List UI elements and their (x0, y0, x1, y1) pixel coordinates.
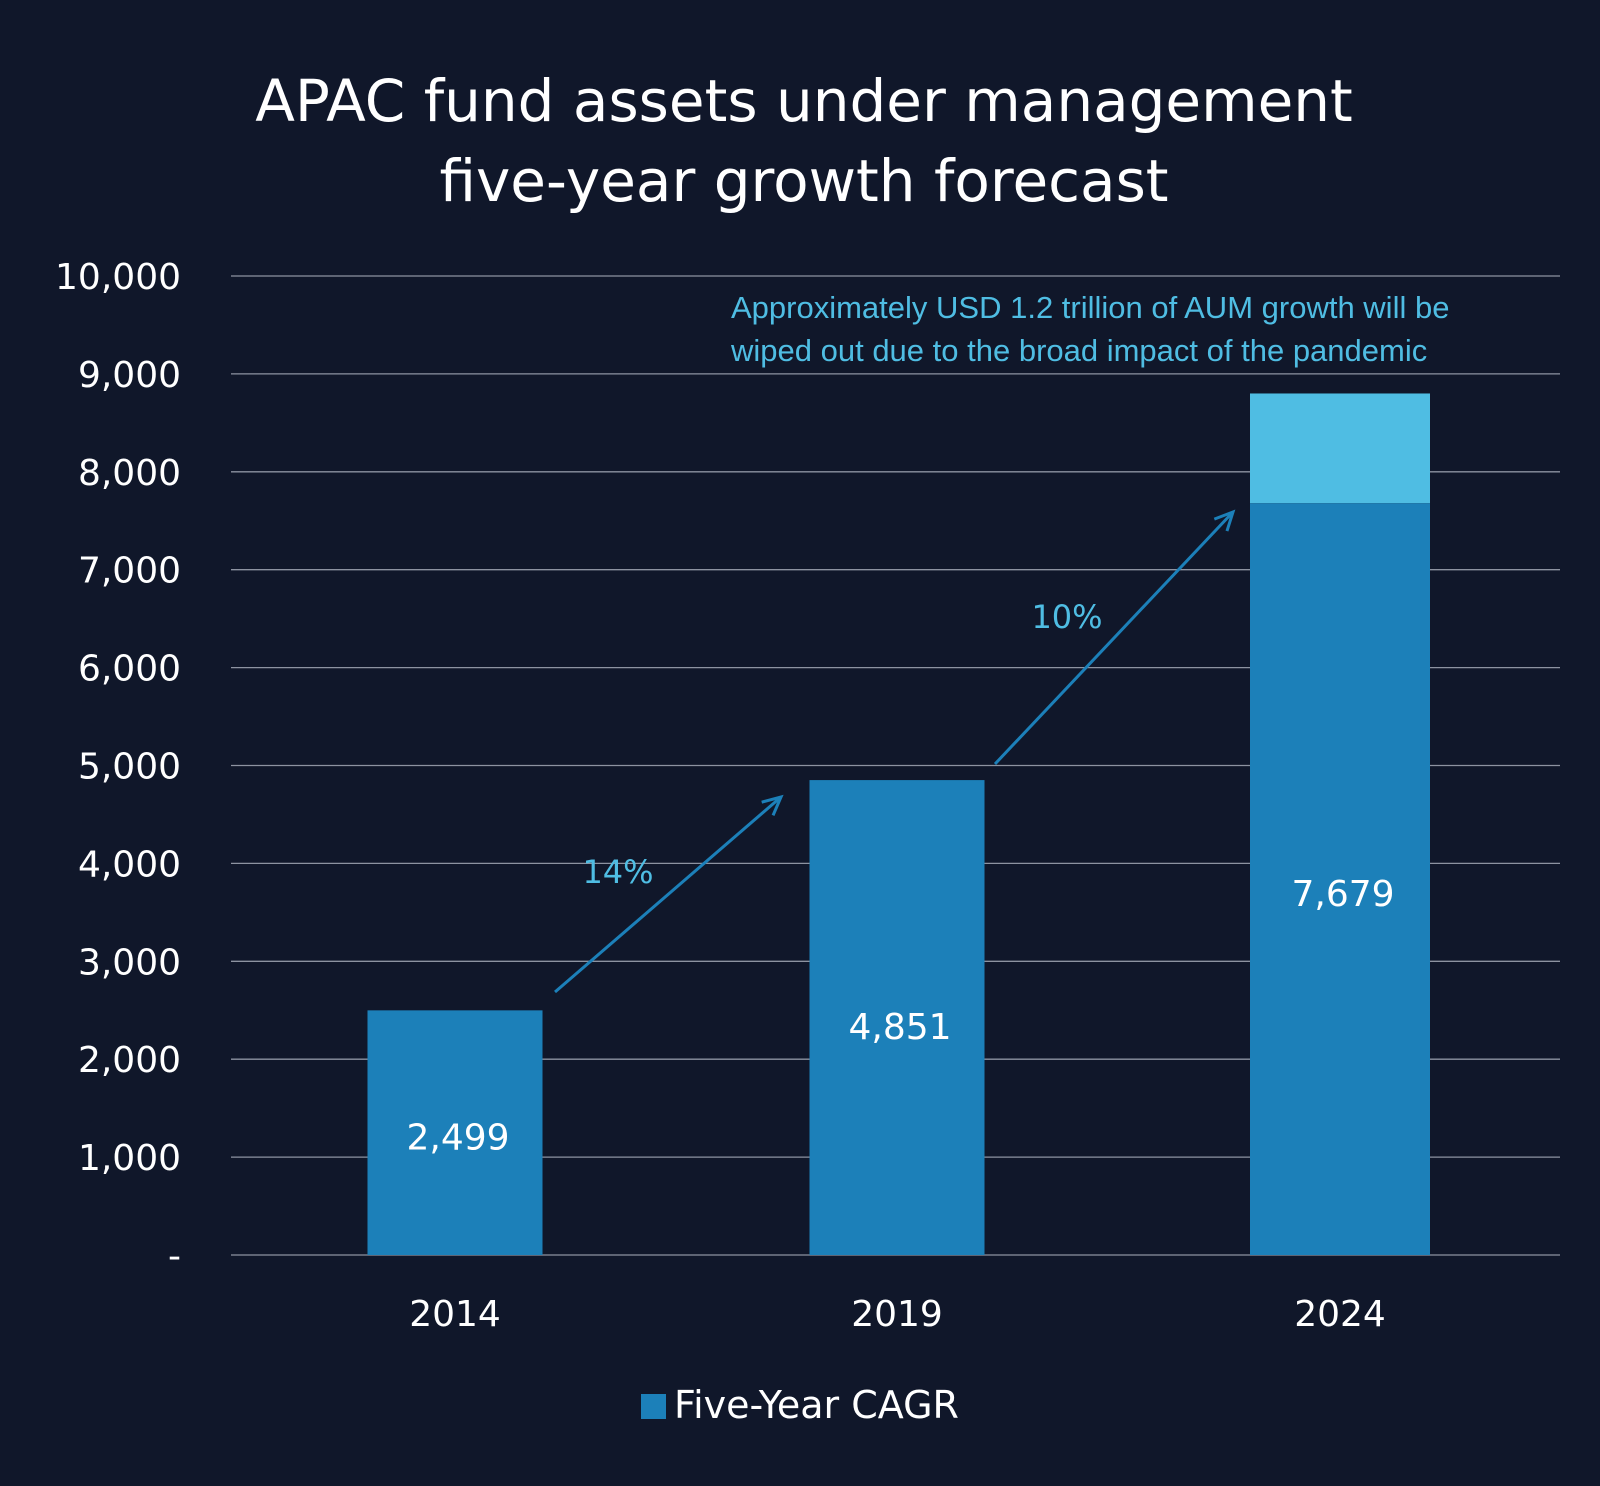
bar (809, 780, 985, 1255)
legend-label: Five-Year CAGR (674, 1383, 959, 1427)
chart-title-line-1: APAC fund assets under management (255, 67, 1353, 135)
bar-value-label: 4,851 (848, 1007, 951, 1048)
bars: 2,499 4,851 7,679 (367, 393, 1430, 1255)
x-tick-label: 2019 (851, 1294, 943, 1335)
y-tick-label: 3,000 (78, 942, 181, 983)
x-tick-label: 2014 (409, 1294, 501, 1335)
pandemic-annotation: Approximately USD 1.2 trillion of AUM gr… (730, 290, 1449, 368)
x-axis-ticks: 2014 2019 2024 (409, 1294, 1386, 1335)
bar-value-label: 2,499 (406, 1118, 509, 1159)
bar (1250, 503, 1430, 1255)
growth-arrow-line (554, 795, 782, 994)
y-tick-label: 7,000 (78, 551, 181, 592)
y-tick-label: 5,000 (78, 747, 181, 788)
y-tick-label: 9,000 (78, 355, 181, 396)
bar (367, 1010, 543, 1255)
legend: Five-Year CAGR (641, 1383, 959, 1427)
y-tick-label: 1,000 (78, 1138, 181, 1179)
x-tick-label: 2024 (1294, 1294, 1386, 1335)
cagr-label: 10% (1031, 598, 1102, 636)
legend-swatch (641, 1394, 666, 1419)
bar-pandemic-impact (1250, 393, 1430, 504)
growth-arrows: 14% 10% (554, 509, 1236, 994)
y-tick-label: - (168, 1236, 181, 1277)
growth-arrow-head (1213, 509, 1236, 532)
growth-arrow-line (993, 510, 1235, 766)
annotation-line-2: wiped out due to the broad impact of the… (730, 333, 1427, 368)
growth-arrow-head (761, 794, 784, 816)
y-tick-label: 4,000 (78, 844, 181, 885)
y-tick-label: 2,000 (78, 1040, 181, 1081)
annotation-line-1: Approximately USD 1.2 trillion of AUM gr… (731, 290, 1449, 325)
y-axis-ticks: - 1,000 2,000 3,000 4,000 5,000 6,000 7,000 8,00… (55, 257, 181, 1277)
y-tick-label: 6,000 (78, 649, 181, 690)
y-tick-label: 10,000 (55, 257, 181, 298)
cagr-label: 14% (582, 853, 653, 891)
chart-title-line-2: five-year growth forecast (439, 147, 1168, 215)
y-tick-label: 8,000 (78, 453, 181, 494)
bar-value-label: 7,679 (1291, 874, 1394, 915)
